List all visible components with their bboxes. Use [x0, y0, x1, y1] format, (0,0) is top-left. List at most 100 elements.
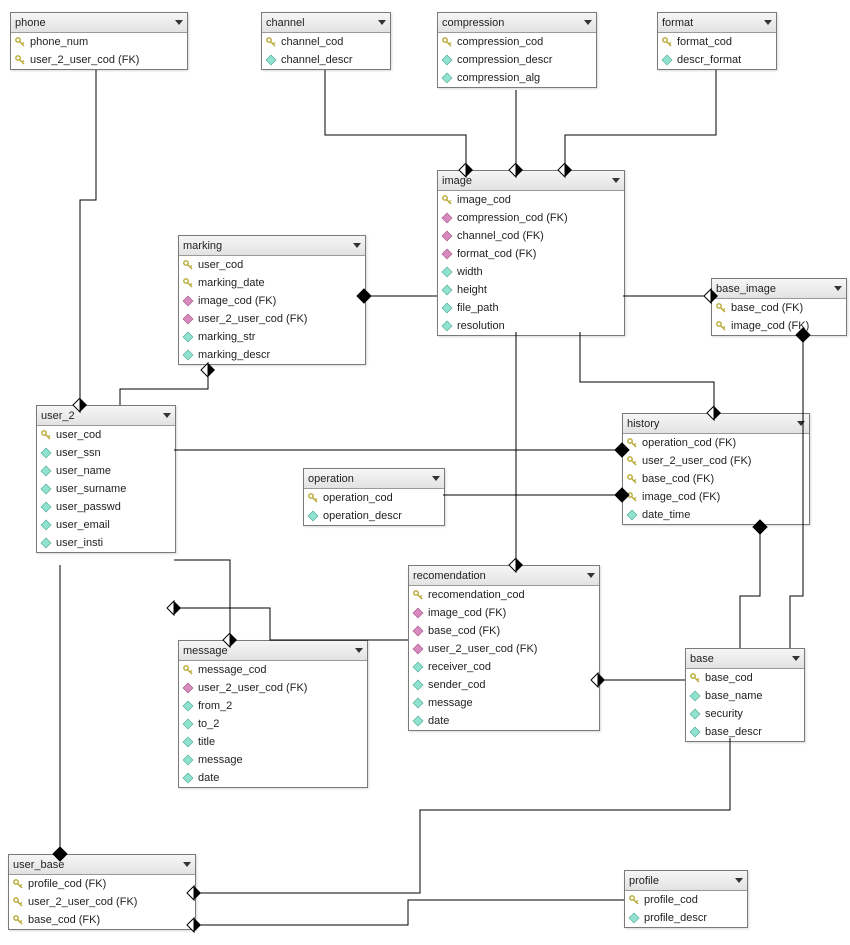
entity-column: image_cod (FK)	[712, 317, 846, 335]
entity-message: messagemessage_coduser_2_user_cod (FK)fr…	[178, 640, 368, 788]
dropdown-icon[interactable]	[378, 20, 386, 25]
entity-header[interactable]: image	[438, 171, 624, 191]
column-name: user_cod	[198, 259, 243, 271]
fk-icon	[412, 607, 424, 619]
column-name: from_2	[198, 700, 232, 712]
entity-column: image_cod (FK)	[409, 604, 599, 622]
fk-icon	[182, 313, 194, 325]
entity-header[interactable]: base_image	[712, 279, 846, 299]
entity-header[interactable]: compression	[438, 13, 596, 33]
relationship-line	[174, 560, 230, 640]
column-name: security	[705, 708, 743, 720]
dropdown-icon[interactable]	[175, 20, 183, 25]
dropdown-icon[interactable]	[355, 648, 363, 653]
column-name: date	[198, 772, 219, 784]
entity-title: user_base	[13, 859, 179, 871]
entity-title: format	[662, 17, 760, 29]
entity-column: date	[179, 769, 367, 787]
attribute-icon	[441, 302, 453, 314]
key-icon	[307, 492, 319, 504]
entity-header[interactable]: base	[686, 649, 804, 669]
entity-title: profile	[629, 875, 731, 887]
column-name: marking_str	[198, 331, 255, 343]
entity-title: base_image	[716, 283, 830, 295]
entity-base_image: base_imagebase_cod (FK)image_cod (FK)	[711, 278, 847, 336]
dropdown-icon[interactable]	[792, 656, 800, 661]
entity-column: user_2_user_cod (FK)	[409, 640, 599, 658]
entity-marking: marking user_cod marking_date image_cod (FK…	[178, 235, 366, 365]
dropdown-icon[interactable]	[834, 286, 842, 291]
entity-column: profile_cod (FK)	[9, 875, 195, 893]
entity-header[interactable]: recomendation	[409, 566, 599, 586]
key-icon	[412, 589, 424, 601]
entity-header[interactable]: phone	[11, 13, 187, 33]
attribute-icon	[40, 483, 52, 495]
relationship-line	[80, 70, 96, 405]
entity-title: base	[690, 653, 788, 665]
entity-body: image_codcompression_cod (FK)channel_cod…	[438, 191, 624, 335]
column-name: user_2_user_cod (FK)	[28, 896, 137, 908]
column-name: image_cod (FK)	[198, 295, 276, 307]
entity-column: compression_cod	[438, 33, 596, 51]
attribute-icon	[40, 519, 52, 531]
dropdown-icon[interactable]	[353, 243, 361, 248]
entity-header[interactable]: user_2	[37, 406, 175, 426]
dropdown-icon[interactable]	[183, 862, 191, 867]
dropdown-icon[interactable]	[584, 20, 592, 25]
entity-column: base_name	[686, 687, 804, 705]
column-name: base_cod (FK)	[428, 625, 500, 637]
attribute-icon	[182, 754, 194, 766]
dropdown-icon[interactable]	[797, 421, 805, 426]
dropdown-icon[interactable]	[163, 413, 171, 418]
entity-column: phone_num	[11, 33, 187, 51]
column-name: base_cod (FK)	[642, 473, 714, 485]
entity-title: history	[627, 418, 793, 430]
column-name: marking_descr	[198, 349, 270, 361]
column-name: image_cod (FK)	[642, 491, 720, 503]
key-icon	[626, 437, 638, 449]
entity-body: operation_cod (FK)user_2_user_cod (FK)ba…	[623, 434, 809, 524]
entity-header[interactable]: user_base	[9, 855, 195, 875]
entity-column: to_2	[179, 715, 367, 733]
attribute-icon	[689, 708, 701, 720]
entity-column: profile_descr	[625, 909, 747, 927]
entity-column: message_cod	[179, 661, 367, 679]
dropdown-icon[interactable]	[587, 573, 595, 578]
key-icon	[628, 894, 640, 906]
entity-column: marking_date	[179, 274, 365, 292]
column-name: compression_alg	[457, 72, 540, 84]
dropdown-icon[interactable]	[764, 20, 772, 25]
entity-header[interactable]: marking	[179, 236, 365, 256]
entity-column: user_ssn	[37, 444, 175, 462]
dropdown-icon[interactable]	[735, 878, 743, 883]
entity-header[interactable]: profile	[625, 871, 747, 891]
dropdown-icon[interactable]	[612, 178, 620, 183]
entity-header[interactable]: channel	[262, 13, 390, 33]
attribute-icon	[661, 54, 673, 66]
attribute-icon	[182, 736, 194, 748]
key-icon	[182, 664, 194, 676]
column-name: recomendation_cod	[428, 589, 525, 601]
column-name: user_2_user_cod (FK)	[642, 455, 751, 467]
entity-body: format_coddescr_format	[658, 33, 776, 69]
attribute-icon	[40, 447, 52, 459]
attribute-icon	[182, 349, 194, 361]
entity-header[interactable]: history	[623, 414, 809, 434]
attribute-icon	[182, 718, 194, 730]
key-icon	[626, 455, 638, 467]
column-name: date_time	[642, 509, 690, 521]
column-name: format_cod (FK)	[457, 248, 536, 260]
dropdown-icon[interactable]	[432, 476, 440, 481]
column-name: channel_cod	[281, 36, 343, 48]
relationship-line	[580, 332, 714, 413]
entity-header[interactable]: operation	[304, 469, 444, 489]
column-name: base_name	[705, 690, 763, 702]
attribute-icon	[441, 320, 453, 332]
attribute-icon	[441, 266, 453, 278]
entity-column: compression_descr	[438, 51, 596, 69]
key-icon	[14, 36, 26, 48]
entity-header[interactable]: format	[658, 13, 776, 33]
entity-header[interactable]: message	[179, 641, 367, 661]
column-name: message	[428, 697, 473, 709]
entity-title: image	[442, 175, 608, 187]
